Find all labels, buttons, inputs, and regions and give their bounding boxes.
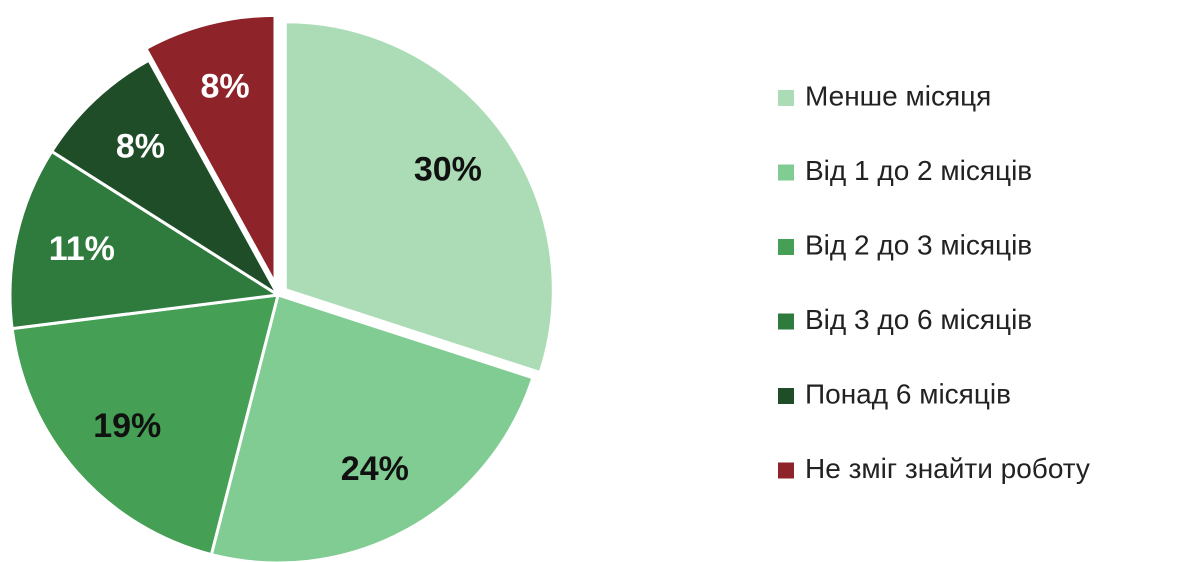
pie-slice xyxy=(8,149,283,331)
legend-label: Від 2 до 3 місяців xyxy=(805,229,1032,260)
data-label: 30% xyxy=(414,151,482,189)
legend-swatch xyxy=(778,239,794,255)
data-label: 19% xyxy=(93,407,161,445)
legend-label: Від 3 до 6 місяців xyxy=(805,304,1032,335)
pie-slice xyxy=(10,293,281,557)
legend-swatch xyxy=(778,90,794,106)
data-label: 11% xyxy=(49,230,115,268)
legend-label: Не зміг знайти роботу xyxy=(805,453,1090,484)
legend-swatch xyxy=(778,164,794,181)
pie-slice xyxy=(49,58,280,297)
data-label: 8% xyxy=(200,68,249,106)
pie-slice xyxy=(209,293,535,562)
legend-label: Менше місяця xyxy=(805,80,991,111)
legend-swatch xyxy=(778,388,794,404)
data-label: 8% xyxy=(116,127,165,165)
pie-slice xyxy=(283,20,555,375)
legend-label: Понад 6 місяців xyxy=(805,378,1011,409)
legend-swatch xyxy=(778,313,794,330)
legend-swatch xyxy=(778,462,794,479)
pie-slice xyxy=(143,13,277,285)
legend-label: Від 1 до 2 місяців xyxy=(805,155,1032,186)
data-label: 24% xyxy=(341,450,409,488)
